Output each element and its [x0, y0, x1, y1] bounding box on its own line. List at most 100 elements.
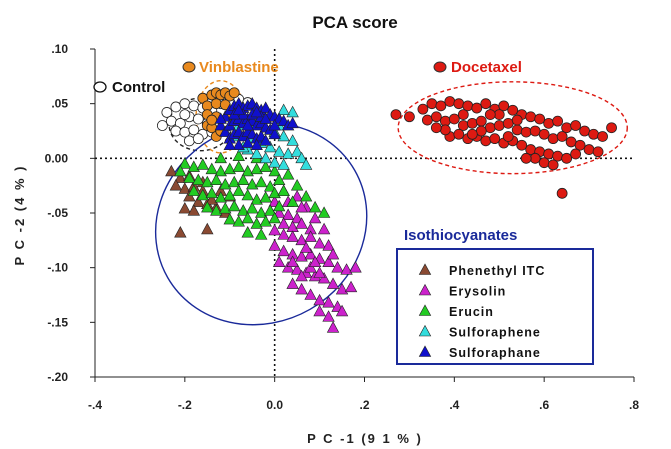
erucin-point [317, 206, 331, 218]
vinblastine-legend-marker [182, 61, 196, 73]
phenethyl-itc-point [178, 182, 192, 194]
vinblastine-label-group: Vinblastine [182, 59, 279, 76]
legend-label-phenethyl-itc: Phenethyl ITC [449, 264, 545, 278]
erysolin-point [295, 250, 308, 262]
phenethyl-itc-point [205, 193, 218, 205]
sulforaphene-point [277, 129, 290, 142]
chart-title: PCA score [312, 13, 397, 32]
docetaxel-point [520, 126, 532, 138]
docetaxel-point [547, 159, 559, 171]
erysolin-point [313, 304, 326, 317]
vinblastine-point [210, 98, 222, 110]
erucin-point [232, 215, 245, 227]
docetaxel-point [484, 122, 496, 134]
sulforaphene-point [286, 134, 299, 146]
y-tick-label: .05 [51, 97, 68, 111]
x-tick-label: 0.0 [266, 398, 283, 412]
phenethyl-itc-point [192, 195, 205, 207]
x-tick-label: .2 [359, 398, 369, 412]
control-legend-marker [93, 81, 107, 93]
docetaxel-point [606, 122, 617, 134]
control-point [188, 124, 200, 136]
erucin-point [241, 188, 254, 201]
erysolin-point [326, 277, 340, 289]
sulforaphane-point [214, 112, 227, 124]
sulforaphene-point [277, 158, 290, 170]
erysolin-point [308, 255, 322, 268]
docetaxel-point [475, 125, 487, 137]
docetaxel-point [507, 104, 519, 116]
docetaxel-point [570, 120, 582, 131]
erucin-point [187, 160, 201, 172]
erucin-point [254, 228, 268, 240]
legend-entry-phenethyl-itc: Phenethyl ITC [418, 263, 545, 278]
erucin-point [232, 149, 245, 161]
docetaxel-point [534, 113, 546, 125]
docetaxel-point [547, 133, 559, 145]
docetaxel-point [511, 114, 523, 126]
docetaxel-point [525, 111, 537, 123]
erysolin-point [322, 255, 335, 268]
erucin-point [201, 200, 214, 213]
erucin-point [241, 226, 254, 238]
legend-box [396, 248, 594, 365]
docetaxel-point [430, 122, 442, 134]
sulforaphene-point [250, 147, 263, 159]
docetaxel-point [444, 96, 456, 107]
erysolin-point [322, 296, 335, 308]
erucin-point [223, 212, 236, 225]
control-point [161, 107, 173, 118]
docetaxel-point [448, 113, 460, 125]
erysolin-point [268, 223, 281, 236]
sulforaphane-point [286, 116, 299, 129]
erysolin-point [290, 263, 304, 275]
docetaxel-point [493, 120, 505, 131]
control-point [156, 120, 168, 131]
erysolin-point [295, 233, 308, 246]
legend-entry-erysolin: Erysolin [418, 283, 506, 299]
control-point [170, 125, 182, 137]
erucin-point [290, 179, 304, 191]
sulforaphane-point [268, 127, 281, 140]
sulforaphene-point [299, 158, 313, 170]
docetaxel-point [475, 115, 487, 127]
sulforaphane-point [250, 138, 263, 151]
y-axis-label: P C -2 (4 % ) [12, 165, 27, 266]
erucin-point [268, 211, 281, 224]
docetaxel-point [565, 136, 577, 148]
data-points [156, 87, 617, 333]
docetaxel-point [556, 131, 568, 142]
sulforaphene-point [286, 105, 299, 118]
legend-label-erysolin: Erysolin [449, 285, 506, 299]
erucin-series [174, 149, 331, 240]
erucin-point [228, 175, 241, 188]
docetaxel-point [538, 128, 550, 140]
docetaxel-point [588, 128, 599, 140]
erysolin-point [286, 230, 299, 242]
docetaxel-point [529, 152, 541, 164]
erysolin-point [313, 236, 326, 249]
legend-entry-sulforaphane: Sulforaphane [418, 345, 541, 360]
erucin-point [210, 204, 223, 216]
docetaxel-point [516, 139, 528, 151]
erysolin-point [286, 277, 299, 289]
legend-label-sulforaphene: Sulforaphene [449, 326, 541, 340]
sulforaphene-point [290, 145, 304, 157]
erucin-point [187, 184, 201, 196]
docetaxel-point [430, 111, 442, 123]
legend-label-sulforaphane: Sulforaphane [449, 346, 541, 360]
legend-entry-sulforaphene: Sulforaphene [418, 324, 541, 340]
y-tick-label: .10 [51, 42, 68, 56]
docetaxel-point [579, 125, 590, 137]
x-tick-label: -.2 [178, 398, 192, 412]
legend: Phenethyl ITC Erysolin Erucin Sulforaphene S… [396, 248, 594, 365]
erysolin-point [335, 282, 349, 295]
isothiocyanates-label: Isothiocyanates [404, 227, 517, 244]
erysolin-point [304, 230, 317, 242]
legend-marker-erysolin [418, 283, 432, 296]
docetaxel-point [556, 187, 568, 199]
erucin-point [299, 189, 313, 202]
docetaxel-point [417, 103, 429, 115]
sulforaphane-point [232, 103, 245, 116]
sulforaphane-point [259, 112, 272, 124]
